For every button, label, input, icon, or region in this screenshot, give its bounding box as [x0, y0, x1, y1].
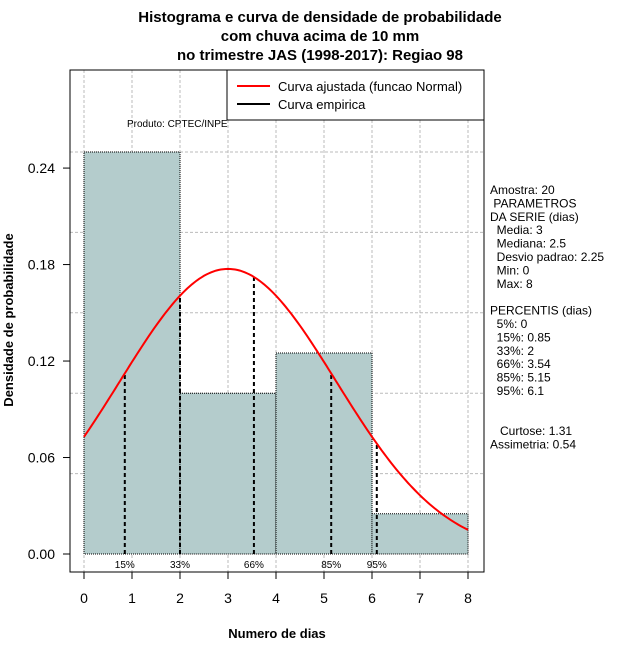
- normal-curve: [83, 267, 469, 531]
- stats-line: PERCENTIS (dias): [490, 304, 592, 318]
- title-line-1: Histograma e curva de densidade de proba…: [138, 9, 501, 26]
- x-tick-label: 0: [80, 590, 88, 606]
- stats-line: 5%: 0: [490, 317, 528, 331]
- stats-line: 66%: 3.54: [490, 357, 551, 371]
- stats-line: 95%: 6.1: [490, 384, 544, 398]
- credit-text: Produto: CPTEC/INPE: [127, 119, 228, 130]
- y-tick-label: 0.24: [28, 160, 55, 176]
- stats-line: 15%: 0.85: [490, 330, 551, 344]
- percentile-label: 33%: [170, 560, 190, 571]
- y-axis-label: Densidade de probabilidade: [1, 233, 16, 406]
- x-tick-label: 3: [224, 590, 232, 606]
- stats-line: PARAMETROS: [490, 196, 576, 210]
- stats-line: DA SERIE (dias): [490, 210, 579, 224]
- percentile-label: 66%: [244, 560, 264, 571]
- x-tick-label: 4: [272, 590, 280, 606]
- histogram-bar: [371, 513, 469, 555]
- percentile-label: 85%: [321, 560, 341, 571]
- stats-line: Assimetria: 0.54: [490, 438, 576, 452]
- x-axis-label: Numero de dias: [228, 626, 326, 641]
- x-tick-label: 1: [128, 590, 136, 606]
- percentile-label: 15%: [115, 560, 135, 571]
- legend-label-empirical: Curva empirica: [278, 97, 366, 112]
- x-tick-label: 8: [464, 590, 472, 606]
- y-tick-label: 0.00: [28, 546, 55, 562]
- stats-line: Min: 0: [490, 263, 530, 277]
- stats-line: Amostra: 20: [490, 183, 555, 197]
- stats-line: Desvio padrao: 2.25: [490, 250, 604, 264]
- stats-line: Max: 8: [490, 277, 533, 291]
- x-tick-label: 7: [416, 590, 424, 606]
- histogram-bar: [179, 392, 277, 555]
- y-tick-label: 0.18: [28, 257, 55, 273]
- y-tick-label: 0.06: [28, 450, 55, 466]
- stats-line: 85%: 5.15: [490, 371, 551, 385]
- stats-line: 33%: 2: [490, 344, 534, 358]
- x-tick-label: 5: [320, 590, 328, 606]
- title-line-2: com chuva acima de 10 mm: [221, 28, 419, 45]
- x-tick-label: 2: [176, 590, 184, 606]
- legend: Curva ajustada (funcao Normal) Curva emp…: [226, 69, 485, 121]
- title-line-3: no trimestre JAS (1998-2017): Regiao 98: [177, 47, 463, 64]
- y-tick-label: 0.12: [28, 353, 55, 369]
- legend-label-fit: Curva ajustada (funcao Normal): [278, 79, 462, 94]
- stats-line: Mediana: 2.5: [490, 237, 566, 251]
- stats-line: Media: 3: [490, 223, 543, 237]
- percentile-label: 95%: [367, 560, 387, 571]
- histogram-bar: [83, 151, 181, 555]
- stats-line: Curtose: 1.31: [490, 424, 572, 438]
- x-tick-label: 6: [368, 590, 376, 606]
- histogram-bar: [275, 352, 373, 555]
